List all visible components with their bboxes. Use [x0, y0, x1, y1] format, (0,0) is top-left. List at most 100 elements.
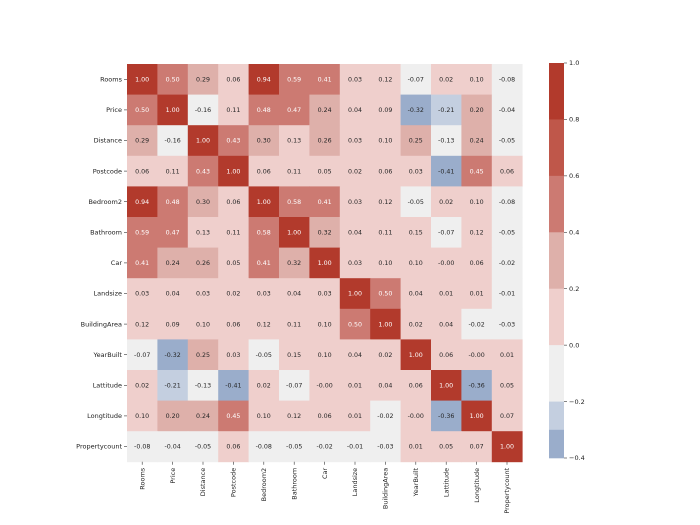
cell-value-label: 0.11 [226, 107, 240, 114]
column-label-longtitude: Longtitude [473, 468, 481, 503]
cell-value-label: 0.50 [378, 291, 392, 298]
heatmap-cell-distance-landsize [339, 125, 371, 157]
colorbar-tick-label: 0.4 [569, 228, 579, 236]
heatmap-cell-distance-postcode [218, 125, 249, 157]
heatmap-cell-landsize-landsize [339, 278, 371, 310]
heatmap-cell-bedroom2-bedroom2 [248, 186, 280, 218]
column-label-lattitude: Lattitude [442, 468, 450, 497]
heatmap-cell-lattitude-rooms [127, 370, 158, 401]
cell-value-label: -0.07 [408, 77, 424, 84]
cell-value-label: 1.00 [318, 260, 332, 267]
cell-value-label: 0.24 [318, 107, 332, 114]
cell-value-label: 0.07 [470, 444, 484, 451]
column-label-buildingarea: BuildingArea [382, 468, 390, 509]
cell-value-label: 0.10 [409, 260, 423, 267]
heatmap-grid: 1.00 0.50 0.29 0.06 0.94 0.59 0.41 0.03 0.12 -0.0… [127, 64, 523, 463]
cell-value-label: -0.07 [134, 352, 150, 359]
cell-value-label: 0.06 [226, 199, 240, 206]
heatmap-cell-propertycount-lattitude [431, 431, 462, 463]
cell-value-label: 0.01 [348, 383, 362, 390]
cell-value-label: 0.32 [287, 260, 301, 267]
cell-value-label: 0.41 [318, 77, 332, 84]
cell-value-label: -0.32 [164, 352, 180, 359]
cell-value-label: 0.06 [257, 168, 271, 175]
heatmap-cell-car-propertycount [491, 247, 523, 279]
cell-value-label: 0.06 [135, 168, 149, 175]
cell-value-label: 0.07 [500, 413, 514, 420]
heatmap-cell-price-buildingarea [370, 94, 401, 126]
cell-value-label: 0.45 [226, 413, 240, 420]
cell-value-label: 0.45 [470, 168, 484, 175]
heatmap-cell-distance-lattitude [431, 125, 462, 157]
cell-value-label: 0.12 [378, 199, 392, 206]
cell-value-label: 0.29 [196, 77, 210, 84]
column-tick-labels: Rooms Price Distance Postcode Bedroom2 Bathro… [138, 461, 511, 514]
cell-value-label: 0.02 [135, 383, 149, 390]
heatmap-cell-bedroom2-lattitude [431, 186, 462, 218]
heatmap-cell-landsize-distance [187, 278, 219, 310]
heatmap-cell-car-price [157, 247, 189, 279]
heatmap-cell-price-longtitude [461, 94, 493, 126]
cell-value-label: 0.15 [409, 230, 423, 237]
cell-value-label: -0.08 [256, 444, 272, 451]
heatmap-cell-distance-bedroom2 [248, 125, 280, 157]
row-label-price: Price [106, 106, 122, 114]
cell-value-label: 1.00 [196, 138, 210, 145]
cell-value-label: 0.03 [135, 291, 149, 298]
heatmap-cell-landsize-car [309, 278, 341, 310]
cell-value-label: -0.05 [195, 444, 211, 451]
heatmap-cell-bedroom2-rooms [127, 186, 158, 218]
heatmap-cell-yearbuilt-landsize [339, 339, 371, 371]
row-label-rooms: Rooms [100, 76, 123, 84]
heatmap-cell-landsize-bedroom2 [248, 278, 280, 310]
heatmap-cell-bathroom-yearbuilt [400, 217, 432, 248]
cell-value-label: -0.05 [499, 230, 515, 237]
cell-value-label: 0.09 [166, 321, 180, 328]
cell-value-label: 0.03 [348, 260, 362, 267]
heatmap-cell-price-car [309, 94, 341, 126]
heatmap-cell-buildingarea-price [157, 308, 189, 340]
colorbar-tick-label: 0.8 [569, 116, 579, 124]
cell-value-label: -0.08 [499, 77, 515, 84]
colorbar-segment [549, 429, 564, 459]
row-label-bathroom: Bathroom [90, 229, 122, 237]
heatmap-cell-rooms-price [157, 64, 189, 95]
heatmap-cell-car-longtitude [461, 247, 493, 279]
row-label-bedroom2: Bedroom2 [88, 198, 122, 206]
colorbar-tick-label: −0.2 [569, 398, 585, 406]
cell-value-label: 0.04 [409, 291, 423, 298]
cell-value-label: 0.10 [135, 413, 149, 420]
cell-value-label: 0.94 [257, 77, 271, 84]
cell-value-label: 0.01 [439, 291, 453, 298]
cell-value-label: 0.41 [318, 199, 332, 206]
heatmap-cell-buildingarea-car [309, 308, 341, 340]
cell-value-label: 0.03 [318, 291, 332, 298]
cell-value-label: -0.41 [225, 383, 241, 390]
heatmap-cell-landsize-rooms [127, 278, 158, 310]
cell-value-label: 0.41 [135, 260, 149, 267]
heatmap-cell-price-landsize [339, 94, 371, 126]
heatmap-cell-longtitude-distance [187, 400, 219, 432]
heatmap-cell-bedroom2-yearbuilt [400, 186, 432, 218]
cell-value-label: 0.10 [470, 199, 484, 206]
cell-value-label: -0.21 [438, 107, 454, 114]
heatmap-cell-longtitude-bedroom2 [248, 400, 280, 432]
cell-value-label: 0.11 [378, 230, 392, 237]
colorbar-segment [549, 345, 564, 402]
heatmap-cell-yearbuilt-bedroom2 [248, 339, 280, 371]
heatmap-cell-buildingarea-landsize [339, 308, 371, 340]
cell-value-label: 0.13 [196, 230, 210, 237]
cell-value-label: 0.11 [166, 168, 180, 175]
heatmap-cell-rooms-bedroom2 [248, 64, 280, 95]
cell-value-label: -0.02 [316, 444, 332, 451]
heatmap-cell-yearbuilt-distance [187, 339, 219, 371]
cell-value-label: -0.16 [195, 107, 211, 114]
cell-value-label: 0.06 [318, 413, 332, 420]
row-tick-labels: Rooms Price Distance Postcode Bedroom2 Bathro… [76, 76, 127, 451]
heatmap-cell-yearbuilt-car [309, 339, 341, 371]
heatmap-cell-propertycount-price [157, 431, 189, 463]
cell-value-label: 1.00 [439, 383, 453, 390]
heatmap-cell-bedroom2-price [157, 186, 189, 218]
heatmap-cell-bedroom2-buildingarea [370, 186, 401, 218]
heatmap-cell-longtitude-postcode [218, 400, 249, 432]
